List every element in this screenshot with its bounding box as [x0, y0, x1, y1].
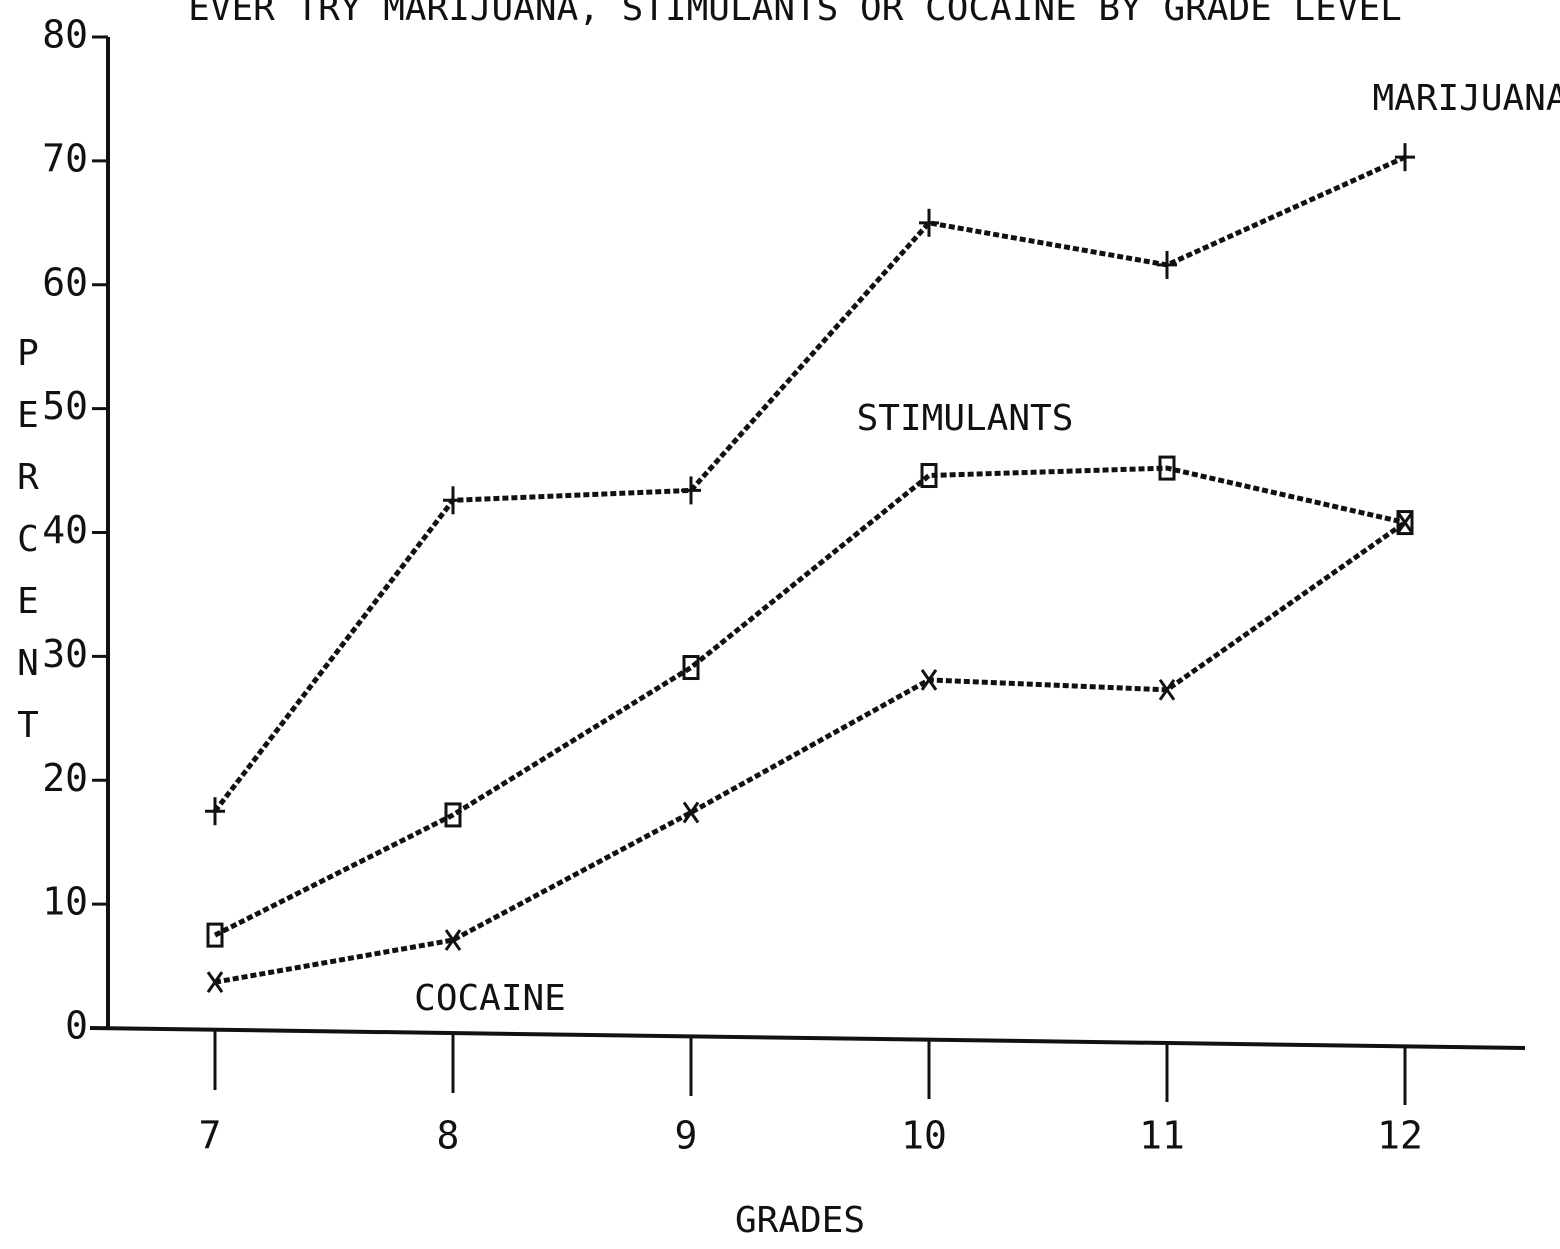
x-tick-label: 10 — [901, 1114, 947, 1158]
marker-part — [206, 922, 224, 948]
y-tick-label: 80 — [42, 13, 88, 57]
point-marker — [920, 669, 938, 691]
y-tick-label: 10 — [42, 880, 88, 924]
point-marker — [444, 929, 462, 951]
point-marker — [206, 922, 224, 948]
series-line — [214, 520, 1407, 985]
marker-part — [1396, 510, 1414, 536]
x-tick-label: 11 — [1139, 1114, 1185, 1158]
x-axis — [89, 1026, 1526, 1050]
marker-part — [682, 655, 700, 681]
point-marker — [443, 486, 463, 515]
x-tick-label: 12 — [1377, 1114, 1423, 1158]
chart-title: EVER TRY MARIJUANA, STIMULANTS OR COCAIN… — [188, 0, 1402, 29]
marker-part — [1396, 511, 1414, 534]
marker-part — [682, 801, 700, 824]
y-tick-label: 0 — [65, 1004, 88, 1048]
marker-part — [444, 929, 462, 951]
y-tick-label: 50 — [42, 384, 88, 428]
marker-part — [1158, 678, 1176, 701]
point-marker — [1158, 678, 1176, 701]
series-label: STIMULANTS — [857, 398, 1074, 439]
marker-part — [1158, 455, 1176, 481]
y-tick-label: 20 — [42, 756, 88, 800]
y-tick-label: 70 — [42, 136, 88, 180]
y-tick-label: 40 — [42, 508, 88, 552]
y-tick-label: 30 — [42, 632, 88, 676]
point-marker — [444, 802, 462, 828]
series-label: COCAINE — [414, 978, 566, 1019]
series-label: MARIJUANA — [1372, 78, 1560, 119]
marker-part — [920, 463, 938, 489]
x-tick-label: 9 — [675, 1114, 698, 1158]
point-marker — [1396, 511, 1414, 534]
point-marker — [1395, 143, 1415, 172]
x-tick-label: 7 — [199, 1114, 222, 1158]
point-marker — [206, 971, 224, 994]
point-marker — [1396, 510, 1414, 536]
point-marker — [682, 801, 700, 824]
point-marker — [1157, 250, 1177, 279]
x-axis-label: GRADES — [735, 1200, 865, 1241]
marker-part — [444, 802, 462, 828]
point-marker — [681, 476, 701, 505]
y-tick-label: 60 — [42, 260, 88, 304]
point-marker — [1158, 455, 1176, 481]
point-marker — [919, 208, 939, 237]
marker-part — [920, 669, 938, 691]
point-marker — [920, 463, 938, 489]
series-line — [213, 154, 1407, 813]
point-marker — [682, 655, 700, 681]
marker-part — [206, 971, 224, 994]
point-marker — [205, 797, 225, 826]
series-line — [213, 465, 1406, 938]
x-tick-label: 8 — [437, 1114, 460, 1158]
